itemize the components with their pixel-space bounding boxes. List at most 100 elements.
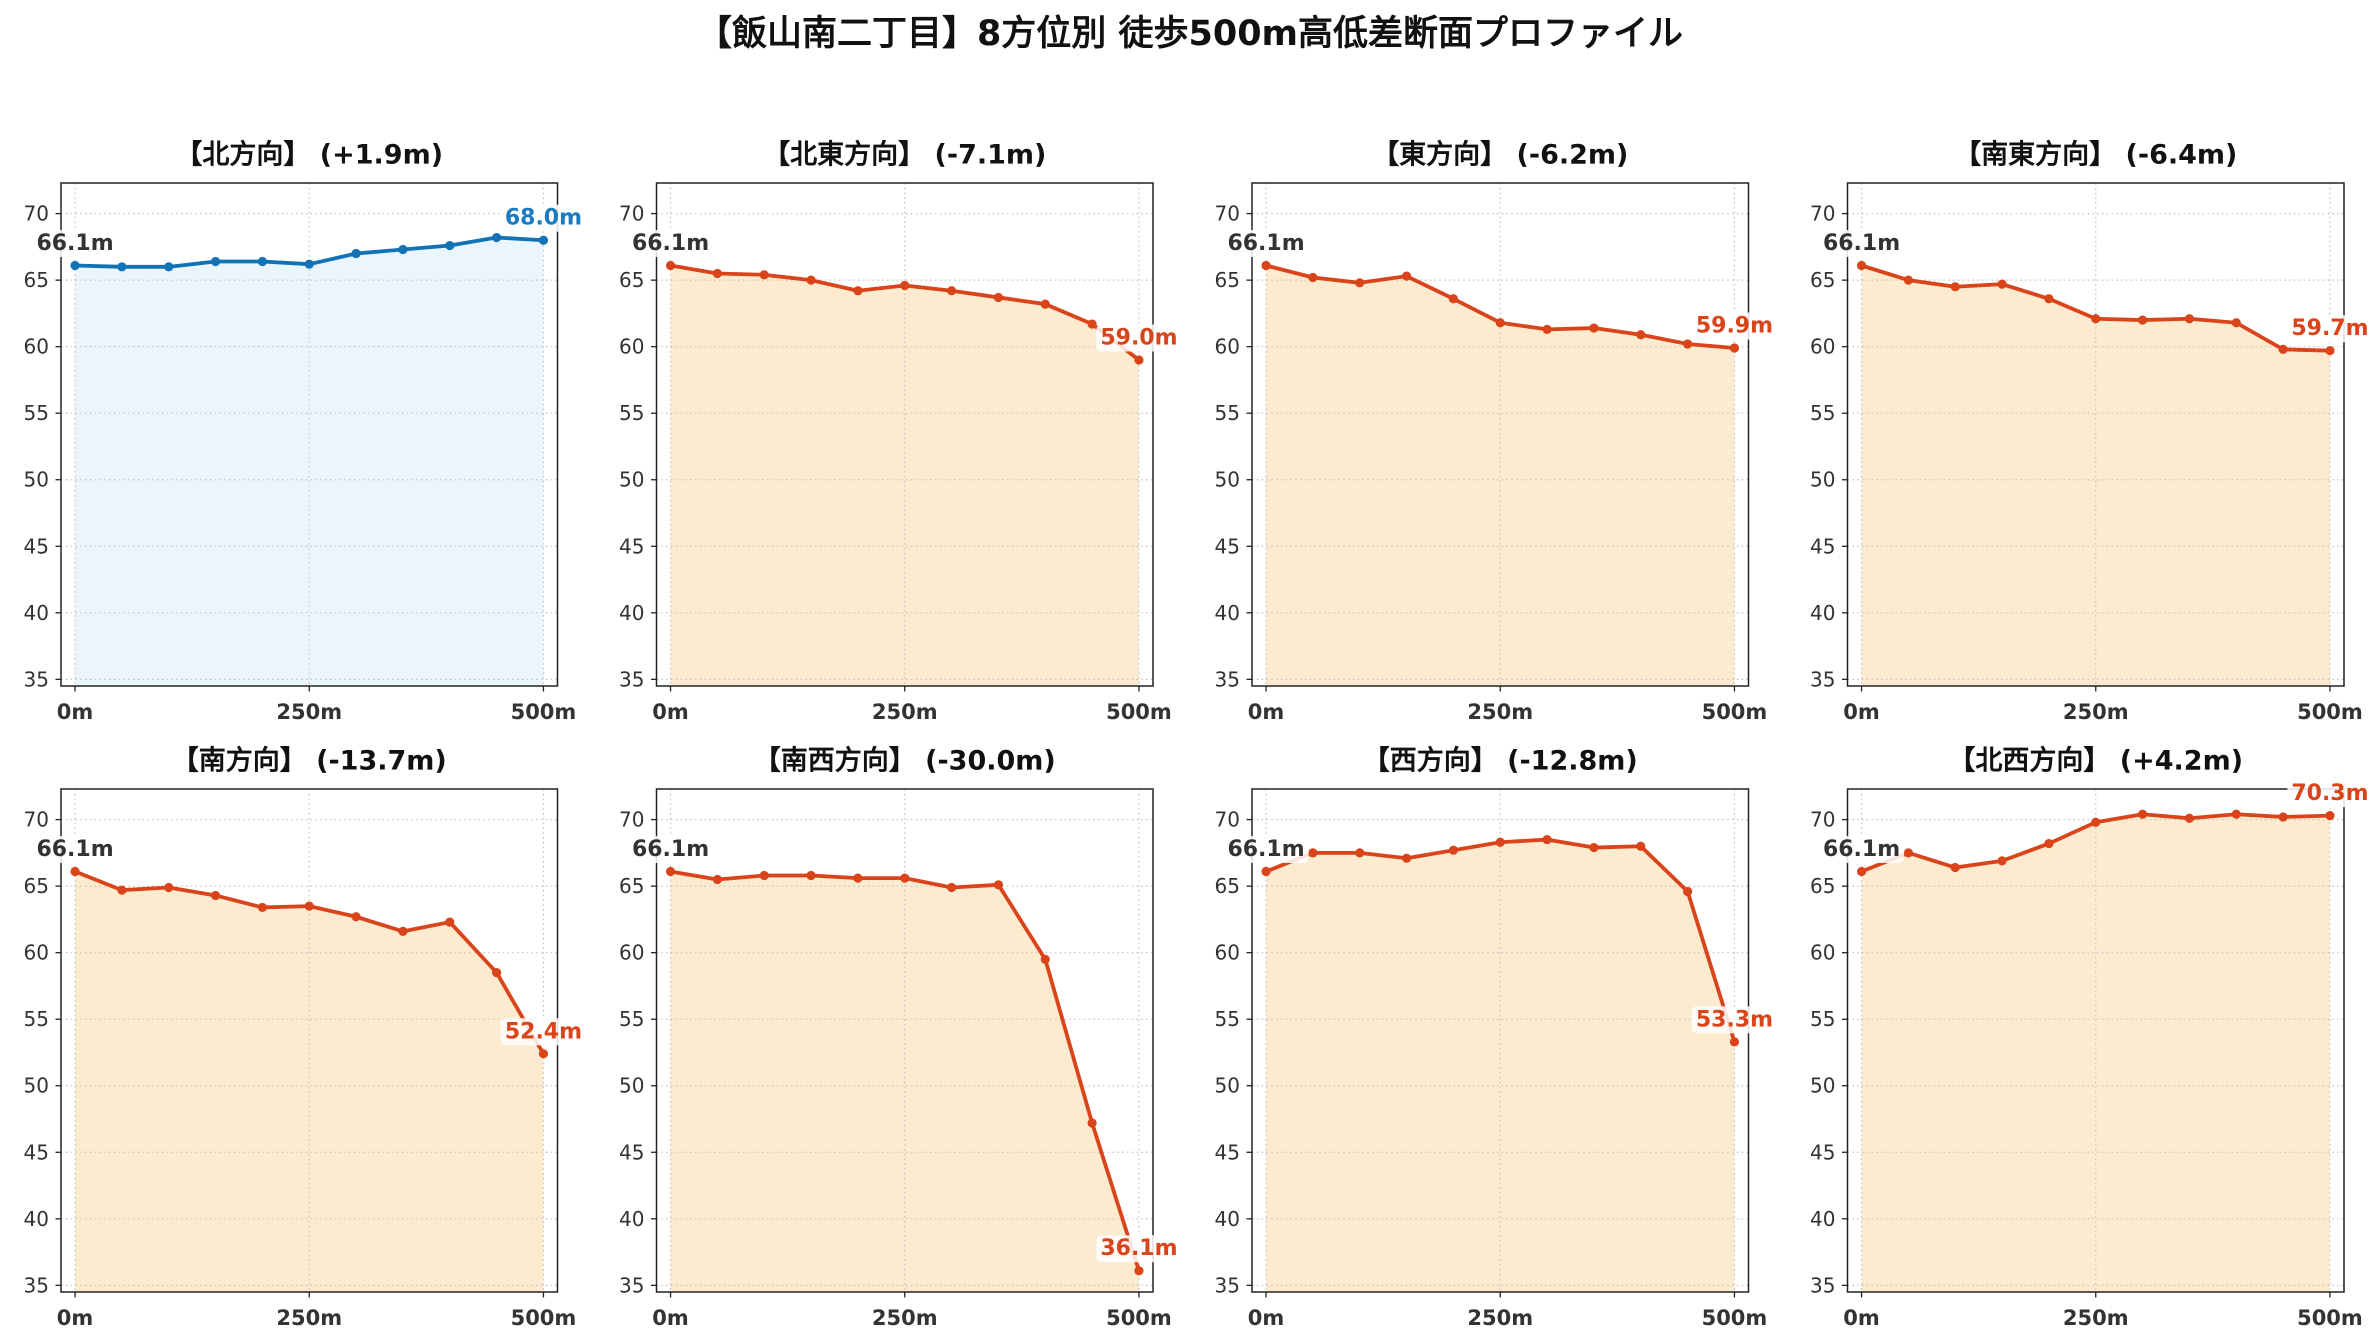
y-tick-label: 55 [24, 401, 49, 425]
start-elevation-label: 66.1m [32, 836, 118, 864]
data-point [445, 917, 455, 927]
data-point [759, 870, 769, 881]
data-point [1448, 845, 1459, 855]
data-point [2091, 817, 2101, 827]
data-point [1087, 1118, 1097, 1128]
end-elevation-label-text: 59.7m [2291, 316, 2368, 341]
y-tick-label: 45 [1810, 1140, 1835, 1164]
data-point [806, 275, 816, 285]
data-point [993, 292, 1004, 303]
x-tick-label: 500m [1106, 1306, 1172, 1330]
data-point [2137, 315, 2148, 325]
start-elevation-label-text: 66.1m [1227, 231, 1304, 256]
panel-title: 【北方向】 (+1.9m) [175, 139, 443, 171]
data-point [2278, 344, 2288, 354]
data-point [1542, 324, 1552, 334]
x-tick-label: 500m [1702, 700, 1768, 724]
end-elevation-label: 59.7m [2287, 315, 2373, 343]
data-point [1448, 294, 1459, 304]
start-elevation-label-box [1818, 836, 1905, 864]
data-point [1495, 837, 1505, 847]
chart-panel-southwest: 35 40 45 50 55 60 65 70 0m 250m 500m 【南西方向】 (-30.0m… [619, 745, 1182, 1330]
y-tick-label: 40 [24, 1207, 49, 1231]
end-elevation-label-text: 59.0m [1100, 325, 1177, 350]
y-tick-label: 55 [1810, 401, 1835, 425]
start-elevation-label-box [1223, 230, 1309, 258]
chart-panel-northwest: 35 40 45 50 55 60 65 70 0m 250m 500m 【北西方向】 (+4.2m)… [1810, 745, 2373, 1330]
y-tick-label: 50 [619, 1074, 644, 1098]
data-point [1040, 954, 1050, 964]
end-elevation-label-text: 53.3m [1696, 1007, 1773, 1032]
y-tick-label: 40 [1810, 1207, 1835, 1231]
end-elevation-label: 70.3m [2287, 780, 2373, 808]
y-tick-label: 35 [24, 1273, 49, 1297]
data-point [538, 235, 549, 245]
y-tick-label: 60 [24, 941, 49, 965]
data-point [2044, 294, 2054, 304]
y-tick-label: 65 [1215, 874, 1240, 898]
y-tick-label: 70 [24, 202, 49, 226]
panel-title: 【南西方向】 (-30.0m) [754, 745, 1056, 777]
end-elevation-label-text: 52.4m [505, 1019, 582, 1044]
data-point [853, 286, 863, 296]
data-point [257, 902, 268, 913]
data-point [1903, 848, 1913, 858]
data-point [210, 256, 221, 267]
y-tick-label: 50 [24, 468, 49, 492]
x-tick-label: 0m [652, 700, 689, 724]
y-tick-label: 60 [1215, 335, 1240, 359]
y-tick-label: 70 [619, 808, 644, 832]
x-tick-label: 0m [652, 1306, 689, 1330]
chart-panel-north: 35 40 45 50 55 60 65 70 0m 250m 500m 【北方向】 (+1.9m) 6… [24, 139, 587, 724]
start-elevation-label-box [32, 230, 118, 258]
data-point [2137, 809, 2148, 819]
y-tick-label: 35 [619, 667, 644, 691]
y-tick-label: 60 [1810, 941, 1835, 965]
y-tick-label: 70 [619, 202, 644, 226]
data-point [900, 873, 910, 883]
y-tick-label: 35 [1810, 1273, 1835, 1297]
x-tick-label: 500m [511, 700, 577, 724]
end-elevation-label-text: 59.9m [1696, 314, 1773, 339]
end-elevation-label: 68.0m [500, 204, 587, 232]
data-point [1683, 886, 1693, 897]
x-tick-label: 0m [1248, 1306, 1285, 1330]
x-tick-label: 250m [872, 1306, 938, 1330]
start-elevation-label-text: 66.1m [1823, 231, 1900, 256]
data-point [70, 260, 80, 271]
data-point [70, 866, 80, 877]
y-tick-label: 35 [24, 667, 49, 691]
start-elevation-label-text: 66.1m [632, 837, 709, 862]
end-elevation-label: 36.1m [1096, 1235, 1182, 1263]
x-tick-label: 500m [2297, 700, 2363, 724]
x-tick-label: 500m [1702, 1306, 1768, 1330]
data-point [257, 256, 268, 267]
profile-area [75, 871, 544, 1292]
start-elevation-label: 66.1m [1818, 836, 1905, 864]
start-elevation-label: 66.1m [1223, 836, 1309, 864]
data-point [993, 880, 1004, 890]
y-tick-label: 70 [1215, 202, 1240, 226]
data-point [1308, 272, 1318, 283]
y-tick-label: 60 [24, 335, 49, 359]
start-elevation-label-box [627, 836, 714, 864]
data-point [1950, 282, 1960, 292]
data-point [1495, 318, 1505, 328]
x-tick-label: 250m [2063, 700, 2129, 724]
end-elevation-label-box [1096, 324, 1182, 352]
data-point [210, 890, 221, 901]
data-point [1087, 319, 1097, 329]
profile-area [670, 871, 1139, 1292]
data-point [1261, 260, 1271, 271]
data-point [853, 873, 863, 883]
data-point [2091, 314, 2101, 324]
y-tick-label: 45 [619, 534, 644, 558]
y-tick-label: 35 [619, 1273, 644, 1297]
end-elevation-label-box [1096, 1235, 1182, 1263]
y-tick-label: 65 [619, 268, 644, 292]
end-elevation-label-text: 68.0m [505, 206, 582, 231]
start-elevation-label-text: 66.1m [36, 837, 113, 862]
data-point [351, 248, 361, 259]
